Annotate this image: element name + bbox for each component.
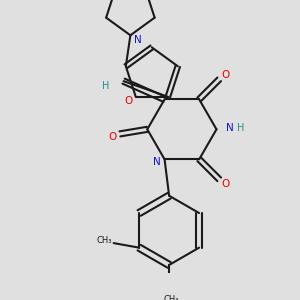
Text: H: H	[102, 81, 109, 91]
Text: CH₃: CH₃	[97, 236, 112, 245]
Text: O: O	[124, 96, 133, 106]
Text: N: N	[134, 35, 142, 45]
Text: H: H	[236, 122, 244, 133]
Text: N: N	[226, 122, 233, 133]
Text: CH₃: CH₃	[163, 295, 179, 300]
Text: O: O	[109, 132, 117, 142]
Text: O: O	[221, 179, 230, 189]
Text: O: O	[221, 70, 230, 80]
Text: N: N	[153, 157, 161, 167]
